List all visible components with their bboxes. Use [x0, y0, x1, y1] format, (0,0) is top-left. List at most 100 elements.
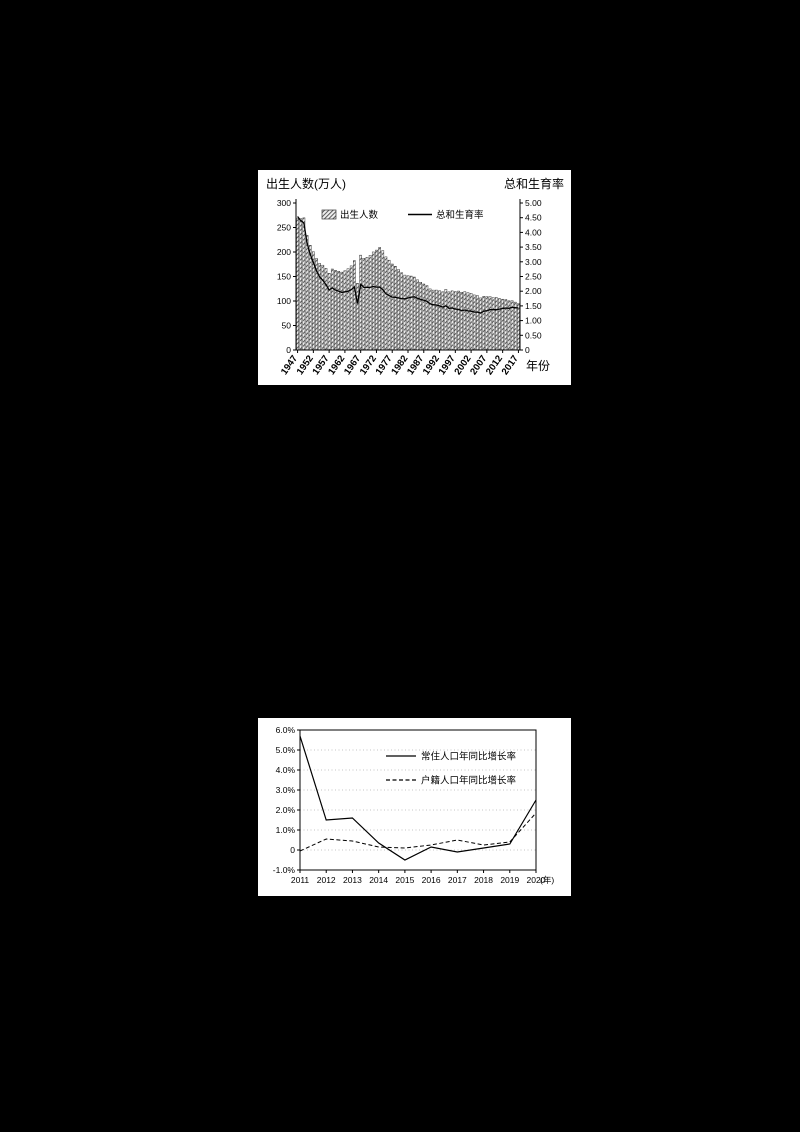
birth-bar	[491, 297, 495, 351]
legend-label-fertility-rate: 总和生育率	[436, 209, 484, 221]
birth-bar	[476, 295, 479, 351]
year-tick-label: 1977	[374, 353, 395, 377]
birth-bar	[394, 266, 397, 351]
birth-bar	[453, 291, 457, 351]
legend-bar-swatch	[321, 209, 337, 220]
right-tick-label: 4.50	[525, 213, 542, 223]
birth-bar	[390, 263, 394, 351]
birth-bar	[428, 288, 432, 351]
year-tick-label: 2013	[343, 875, 362, 885]
birth-bar	[466, 292, 470, 351]
left-tick-label: 300	[277, 198, 291, 208]
left-tick-label: 100	[277, 296, 291, 306]
year-tick-label: 2016	[422, 875, 441, 885]
year-tick-label: 1962	[326, 353, 347, 377]
legend-label-resident: 常住人口年同比增长率	[421, 751, 517, 763]
year-tick-label: 2020	[527, 875, 546, 885]
right-tick-label: 0.50	[525, 330, 542, 340]
right-axis-title: 总和生育率	[504, 176, 564, 191]
y-tick-label: 3.0%	[276, 785, 296, 795]
resident-population-line	[299, 735, 537, 861]
year-tick-label: 1947	[279, 353, 300, 377]
birth-bar	[488, 296, 492, 351]
birth-bar	[375, 249, 378, 351]
y-tick-label: 6.0%	[276, 725, 296, 735]
birth-bar	[340, 271, 344, 351]
birth-bar	[469, 293, 473, 351]
legend: 出生人数 总和生育率	[321, 209, 484, 221]
birth-bar	[419, 282, 422, 351]
birth-bar	[327, 272, 331, 351]
right-tick-label: 4.00	[525, 227, 542, 237]
birth-bar	[365, 257, 369, 351]
left-tick-label: 50	[282, 321, 292, 331]
birth-bar	[479, 297, 482, 351]
birth-bar	[463, 291, 467, 351]
birth-bar	[457, 290, 460, 351]
birth-bar	[349, 265, 353, 351]
birth-bar	[513, 301, 517, 351]
birth-bar	[400, 272, 404, 351]
year-tick-label: 2014	[369, 875, 388, 885]
birth-bar	[416, 279, 419, 351]
year-tick-label: 2017	[500, 353, 521, 377]
year-tick-label: 1957	[310, 353, 331, 377]
x-axis-title: (年)	[540, 875, 554, 885]
birth-bar	[362, 258, 366, 351]
year-tick-label: 2018	[474, 875, 493, 885]
y-tick-label: -1.0%	[273, 865, 296, 875]
x-axis-title: 年份	[526, 359, 550, 373]
birth-bar	[472, 294, 476, 351]
birth-bar	[359, 254, 363, 351]
registered-population-line	[299, 812, 537, 852]
year-tick-label: 2015	[395, 875, 414, 885]
birth-bar	[353, 260, 356, 351]
birth-bar	[384, 256, 388, 351]
birth-bar	[409, 275, 413, 351]
birth-bar	[371, 251, 375, 351]
birth-bar	[501, 298, 504, 351]
y-tick-label: 4.0%	[276, 765, 296, 775]
birth-bar	[387, 259, 391, 351]
birth-bar	[308, 245, 312, 351]
birth-bar	[485, 296, 489, 351]
year-tick-label: 2017	[448, 875, 467, 885]
right-tick-label: 2.00	[525, 286, 542, 296]
birth-bar	[495, 297, 498, 351]
birth-bar	[321, 264, 325, 351]
birth-bar	[368, 255, 372, 351]
birth-bar	[324, 268, 328, 351]
population-growth-plot-area: 6.0% 5.0% 4.0% 3.0% 2.0% 1.0% 0 -1.0%2011 2012 20…	[273, 725, 555, 885]
birth-bar	[346, 268, 350, 351]
birth-bar	[422, 283, 426, 351]
birth-bar	[441, 291, 445, 351]
birth-bar	[305, 235, 309, 351]
y-tick-label: 5.0%	[276, 745, 296, 755]
birth-bar	[438, 290, 441, 351]
population-growth-chart: 6.0% 5.0% 4.0% 3.0% 2.0% 1.0% 0 -1.0%2011 2012 20…	[273, 725, 555, 885]
fertility-rate-line	[297, 216, 519, 314]
year-tick-label: 2012	[484, 353, 505, 377]
birth-bar	[397, 269, 400, 351]
birth-bar	[312, 251, 315, 351]
birth-bar	[447, 291, 451, 351]
right-tick-label: 2.50	[525, 272, 542, 282]
birth-bar	[299, 218, 303, 351]
birth-fertility-chart: 出生人数(万人) 总和生育率 0 50 100 150 200 250 300 0 0.50 1.…	[266, 176, 564, 377]
birth-bar	[482, 296, 486, 351]
y-tick-label: 0	[290, 845, 295, 855]
birth-bar	[406, 275, 410, 351]
birth-bars	[296, 217, 520, 351]
year-tick-label: 1967	[342, 353, 363, 377]
birth-fertility-plot-area: 0 50 100 150 200 250 300 0 0.50 1.00 1.50 2.00 2.50 3…	[277, 198, 550, 377]
right-tick-label: 3.00	[525, 257, 542, 267]
birth-fertility-chart-panel: 出生人数(万人) 总和生育率 0 50 100 150 200 250 300 0 0.50 1.…	[258, 170, 571, 385]
birth-bar	[425, 285, 429, 351]
birth-bar	[504, 299, 508, 351]
birth-bar	[356, 283, 359, 351]
right-tick-label: 3.50	[525, 242, 542, 252]
right-tick-label: 1.00	[525, 316, 542, 326]
birth-bar	[498, 298, 501, 351]
